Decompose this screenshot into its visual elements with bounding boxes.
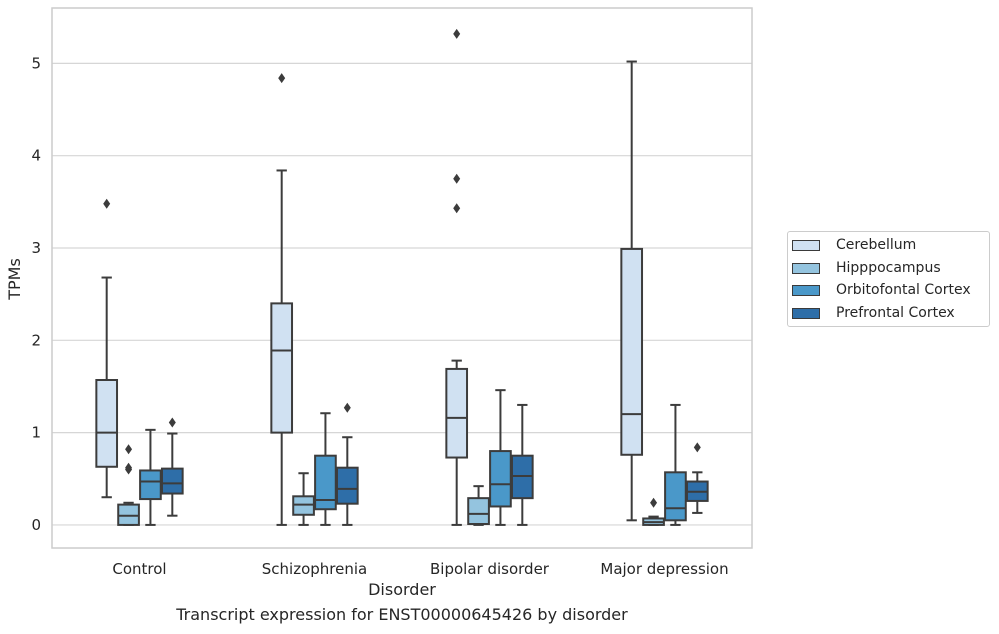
box-body bbox=[467, 497, 490, 525]
y-tick-label: 1 bbox=[31, 424, 41, 442]
box-0-2 bbox=[445, 28, 469, 526]
box-2-3 bbox=[664, 403, 687, 526]
box-2-0 bbox=[139, 428, 162, 526]
x-tick-label: Control bbox=[112, 560, 166, 578]
box-3-0 bbox=[160, 417, 184, 517]
legend-swatch bbox=[792, 239, 820, 251]
axes: 0 1 2 3 4 5 Control Schizophrenia Bipolar disord… bbox=[31, 7, 753, 578]
box-0-3 bbox=[620, 60, 644, 522]
outlier-point bbox=[103, 198, 111, 209]
x-tick-label: Schizophrenia bbox=[262, 560, 367, 578]
legend-label: Orbitofontal Cortex bbox=[836, 282, 971, 298]
legend-swatch bbox=[792, 307, 820, 319]
box-body bbox=[445, 367, 469, 459]
plot-frame bbox=[51, 7, 753, 549]
outlier-point bbox=[125, 462, 133, 473]
boxes bbox=[95, 28, 709, 526]
legend-swatch bbox=[792, 262, 820, 274]
box-body bbox=[664, 471, 687, 522]
legend: Cerebellum Hipppocampus Orbitofontal Cor… bbox=[787, 231, 990, 327]
outlier-point bbox=[343, 402, 351, 413]
box-0-0 bbox=[95, 198, 119, 499]
box-1-3 bbox=[642, 497, 665, 526]
legend-item-hippocampus: Hipppocampus bbox=[792, 258, 941, 278]
box-3-2 bbox=[510, 403, 534, 526]
outlier-point bbox=[650, 497, 658, 508]
outlier-point bbox=[168, 417, 176, 428]
figure-caption: Transcript expression for ENST0000064542… bbox=[176, 605, 628, 624]
legend-item-orbitofrontal: Orbitofontal Cortex bbox=[792, 280, 971, 300]
y-tick-label: 3 bbox=[31, 239, 41, 257]
box-1-1 bbox=[292, 472, 315, 526]
legend-item-cerebellum: Cerebellum bbox=[792, 235, 916, 255]
outlier-point bbox=[453, 173, 461, 184]
gridlines bbox=[52, 62, 752, 526]
legend-label: Hipppocampus bbox=[836, 260, 941, 276]
y-tick-label: 2 bbox=[31, 331, 41, 349]
legend-item-prefrontal: Prefrontal Cortex bbox=[792, 303, 955, 323]
y-tick-label: 4 bbox=[31, 147, 41, 165]
box-body bbox=[489, 450, 512, 508]
y-tick-label: 0 bbox=[31, 516, 41, 534]
box-body bbox=[335, 466, 359, 505]
legend-swatch bbox=[792, 284, 820, 296]
box-body bbox=[270, 302, 294, 434]
y-tick-label: 5 bbox=[31, 54, 41, 72]
x-tick-label: Bipolar disorder bbox=[430, 560, 550, 578]
box-3-1 bbox=[335, 402, 359, 526]
box-1-2 bbox=[467, 485, 490, 526]
box-body bbox=[160, 467, 184, 495]
x-tick-label: Major depression bbox=[600, 560, 728, 578]
box-0-1 bbox=[270, 73, 294, 526]
outlier-point bbox=[125, 444, 133, 455]
x-axis-label: Disorder bbox=[368, 580, 436, 599]
outlier-point bbox=[453, 203, 461, 214]
outlier-point bbox=[453, 28, 461, 39]
box-body bbox=[620, 247, 644, 456]
legend-label: Prefrontal Cortex bbox=[836, 305, 955, 321]
box-body bbox=[139, 469, 162, 501]
legend-label: Cerebellum bbox=[836, 237, 917, 253]
box-3-3 bbox=[685, 442, 709, 514]
box-1-0 bbox=[117, 444, 140, 526]
box-2-1 bbox=[314, 412, 337, 526]
box-2-2 bbox=[489, 389, 512, 526]
y-axis-label: TPMs bbox=[5, 258, 24, 301]
box-body bbox=[95, 379, 119, 468]
outlier-point bbox=[693, 442, 701, 453]
outlier-point bbox=[278, 73, 286, 84]
box-body bbox=[314, 454, 337, 511]
